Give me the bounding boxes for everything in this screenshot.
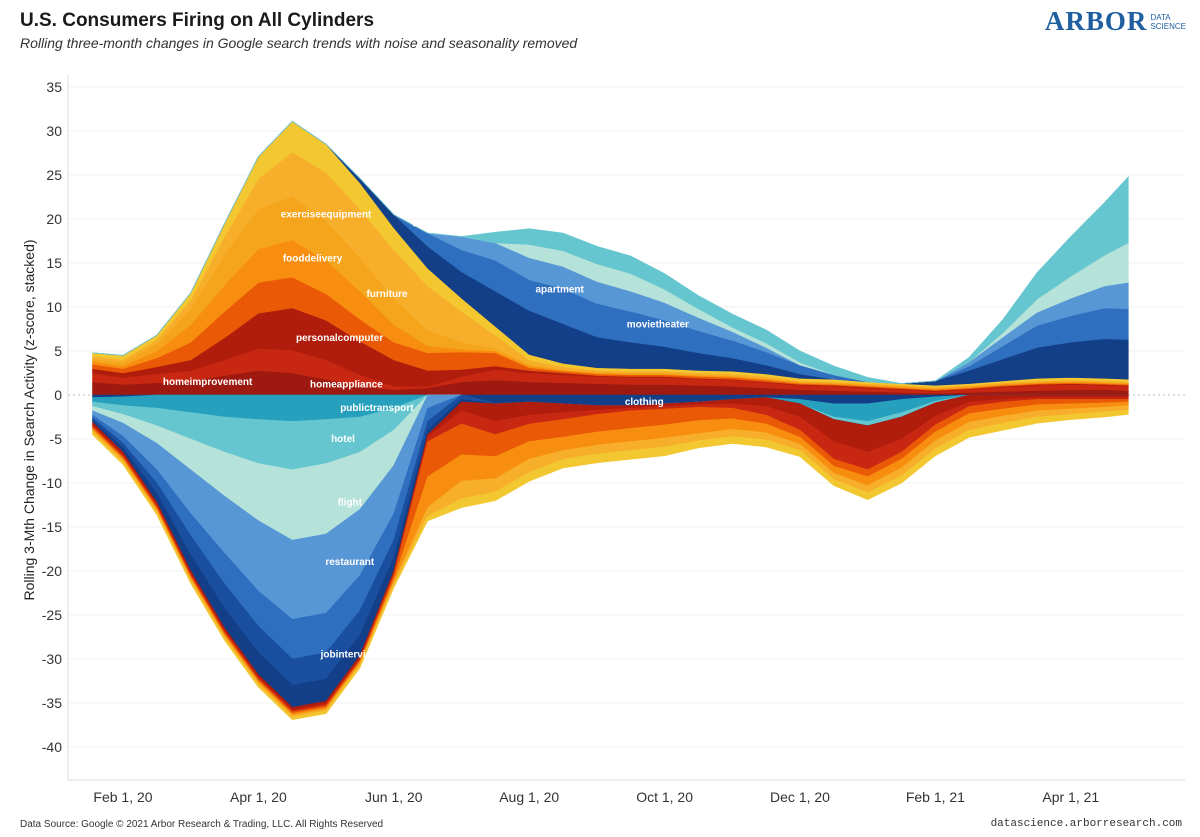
x-tick-label: Aug 1, 20 — [499, 789, 559, 805]
y-tick-label: 15 — [46, 255, 62, 271]
y-tick-label: 10 — [46, 299, 62, 315]
x-tick-label: Oct 1, 20 — [636, 789, 693, 805]
series-label-publictransport: publictransport — [340, 403, 414, 414]
x-tick-label: Feb 1, 20 — [93, 789, 152, 805]
y-tick-label: 20 — [46, 211, 62, 227]
y-tick-label: -30 — [42, 651, 62, 667]
y-tick-label: -5 — [50, 431, 63, 447]
y-tick-label: 30 — [46, 123, 62, 139]
y-tick-label: 35 — [46, 79, 62, 95]
website-url: datascience.arborresearch.com — [990, 818, 1182, 830]
logo-sub-science: SCIENCE — [1150, 21, 1186, 31]
series-label-fooddelivery: fooddelivery — [283, 254, 343, 265]
y-axis-label: Rolling 3-Mth Change in Search Activity … — [21, 239, 37, 600]
arbor-logo: ARBOR DATA SCIENCE — [1045, 6, 1186, 37]
y-tick-label: 5 — [54, 343, 62, 359]
x-tick-label: Feb 1, 21 — [906, 789, 965, 805]
area-bicycle — [92, 409, 1129, 721]
y-tick-label: -10 — [42, 475, 62, 491]
logo-sub-data: DATA — [1150, 12, 1171, 22]
series-label-furniture: furniture — [366, 289, 408, 300]
series-label-flight: flight — [338, 497, 363, 508]
axis-layer: 35 30 25 20 15 10 5 0 -5 -10 -15 -20 -25 -30 -35 -40 Feb… — [42, 75, 1185, 805]
chart-subtitle: Rolling three-month changes in Google se… — [20, 35, 578, 51]
series-label-personalcomputer: personalcomputer — [296, 333, 383, 344]
series-label-exerciseequipment: exerciseequipment — [281, 210, 372, 221]
series-label-cabinetry: cabinetry — [412, 218, 457, 229]
series-label-homeimprovement: homeimprovement — [163, 377, 253, 388]
x-tick-label: Apr 1, 20 — [230, 789, 287, 805]
logo-wordmark: ARBOR — [1044, 6, 1148, 36]
series-label-homeappliance: homeappliance — [310, 379, 383, 390]
series-label-jobinterview: jobinterview — [320, 650, 380, 661]
area-layer — [92, 120, 1129, 721]
y-tick-label: -20 — [42, 563, 62, 579]
y-tick-label: 0 — [54, 387, 62, 403]
chart-title: U.S. Consumers Firing on All Cylinders — [20, 10, 375, 31]
y-tick-label: -40 — [42, 739, 62, 755]
y-tick-label: -15 — [42, 519, 62, 535]
y-tick-label: -25 — [42, 607, 62, 623]
x-tick-label: Dec 1, 20 — [770, 789, 830, 805]
x-tick-label: Apr 1, 21 — [1042, 789, 1099, 805]
y-tick-label: -35 — [42, 695, 62, 711]
x-tick-label: Jun 1, 20 — [365, 789, 423, 805]
series-label-clothing: clothing — [625, 397, 664, 408]
series-label-apartment: apartment — [535, 284, 584, 295]
series-label-hotel: hotel — [331, 434, 355, 445]
logo-subtext: DATA SCIENCE — [1150, 13, 1186, 31]
series-label-bicycle: bicycle — [319, 113, 353, 124]
data-source-note: Data Source: Google © 2021 Arbor Researc… — [20, 819, 384, 830]
series-label-restaurant: restaurant — [325, 557, 375, 568]
series-label-movietheater: movietheater — [627, 320, 689, 331]
y-tick-label: 25 — [46, 167, 62, 183]
area-publictransport — [92, 120, 1129, 384]
series-label-layer: bicycle exerciseequipment cabinetry fooddel… — [163, 113, 689, 661]
